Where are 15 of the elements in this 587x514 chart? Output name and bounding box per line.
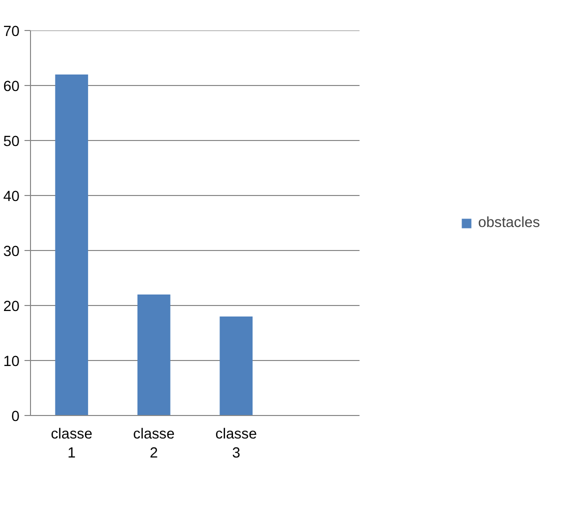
y-tick-label: 0 — [11, 409, 20, 425]
y-tick-label: 60 — [3, 79, 20, 95]
y-tick-label: 40 — [3, 189, 20, 205]
y-tick-label: 20 — [3, 299, 20, 315]
x-tick-label: classe 3 — [215, 426, 257, 462]
bar — [55, 74, 88, 416]
y-tick-label: 10 — [3, 354, 20, 370]
bar — [220, 316, 253, 416]
x-tick-label: classe 2 — [133, 426, 175, 462]
x-tick-label: classe 1 — [50, 426, 92, 462]
legend-label: obstacles — [478, 214, 540, 230]
bar — [137, 294, 170, 416]
y-tick-label: 70 — [3, 24, 20, 40]
y-tick-label: 50 — [3, 134, 20, 150]
y-tick-label: 30 — [3, 244, 20, 260]
